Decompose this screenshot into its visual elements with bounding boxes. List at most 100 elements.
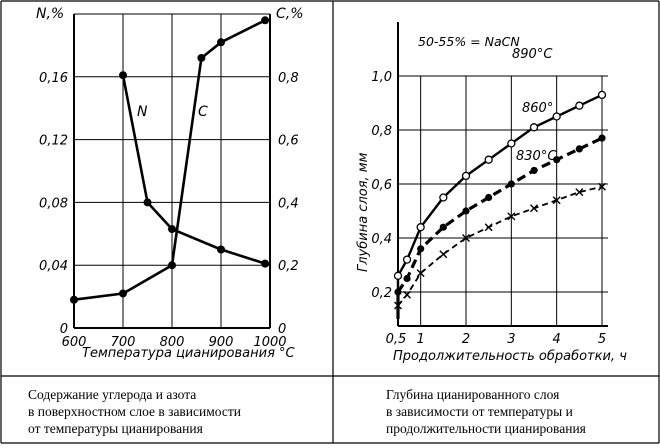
data-point-c: [168, 261, 176, 270]
left-x-tick-labels: 600 700 800 900 1000: [62, 335, 287, 350]
right-y-tick: 0,2: [371, 286, 392, 301]
data-point-830: [552, 196, 561, 205]
data-point-860: [598, 134, 606, 142]
data-point-890: [461, 171, 471, 181]
chart-layer-depth: 0,5 1 2 3 4 5 0,2 0,4 0,6 0,8 1,0 Глубина слоя, м…: [356, 22, 627, 364]
data-point-860: [462, 207, 470, 215]
left-y2-tick: 0,2: [278, 259, 299, 274]
data-point-n: [143, 198, 152, 207]
right-x-tick: 1: [417, 332, 425, 347]
left-x-tick: 1000: [253, 335, 286, 350]
data-point-830: [439, 250, 448, 259]
caption-right: Глубина цианированного слоя в зависимост…: [386, 386, 656, 437]
left-y2-label: C,%: [276, 6, 304, 22]
series-line-c: [73, 19, 266, 301]
caption-right-line: Глубина цианированного слоя: [386, 387, 560, 402]
data-point-830: [575, 188, 584, 197]
right-y-label: Глубина слоя, мм: [356, 152, 371, 272]
data-point-860: [485, 193, 493, 202]
left-y2-tick: 0: [278, 322, 286, 337]
data-point-890: [507, 139, 516, 148]
data-point-830: [403, 290, 412, 299]
data-point-c: [217, 38, 225, 47]
data-point-860: [553, 156, 561, 164]
data-point-890: [552, 112, 561, 121]
data-point-830: [416, 269, 425, 278]
left-y-label: N,%: [36, 6, 64, 22]
data-point-890: [416, 223, 425, 232]
data-point-860: [507, 180, 515, 188]
data-point-890: [393, 271, 403, 280]
left-y2-tick: 0,6: [278, 134, 299, 149]
series-label-890: 890°С: [512, 47, 553, 62]
right-x-tick: 5: [598, 332, 606, 347]
data-point-830: [462, 234, 470, 242]
data-point-830: [507, 212, 516, 221]
data-point-860: [530, 166, 538, 175]
data-point-c: [197, 53, 206, 62]
series-label-n: N: [137, 104, 148, 120]
series-label-c: C: [198, 104, 208, 120]
left-grid: [73, 13, 271, 329]
left-x-tick: 800: [160, 335, 185, 350]
caption-left-line: в поверхностном слое в зависимости: [28, 404, 241, 419]
data-point-n: [261, 259, 270, 268]
caption-left: Содержание углерода и азота в поверхност…: [28, 386, 328, 437]
left-y-tick: 0,08: [39, 196, 68, 211]
left-y-tick-labels: 0 0,04 0,08 0,12 0,16: [39, 71, 68, 337]
right-grid: [398, 75, 608, 326]
data-point-c: [70, 295, 78, 304]
right-y-tick: 0,6: [371, 178, 392, 193]
right-y-tick-labels: 0,2 0,4 0,6 0,8 1,0: [371, 70, 392, 301]
right-x-tick: 3: [507, 332, 515, 347]
data-point-890: [529, 123, 539, 132]
series-label-830: 830°С: [516, 149, 557, 164]
caption-left-line: Содержание углерода и азота: [28, 387, 197, 402]
left-x-tick: 700: [111, 335, 136, 350]
left-x-tick: 600: [62, 335, 87, 350]
data-point-860: [394, 288, 402, 296]
caption-right-line: продолжительности цианирования: [386, 421, 586, 436]
data-point-860: [403, 274, 411, 283]
right-x-tick: 2: [462, 332, 470, 347]
data-point-830: [530, 204, 538, 213]
data-point-n: [119, 71, 127, 80]
right-annotation: 50-55% = NaCN: [418, 34, 520, 49]
data-point-860: [439, 223, 447, 231]
left-y-tick: 0,12: [39, 134, 68, 149]
data-point-n: [217, 245, 225, 254]
data-point-c: [119, 289, 127, 298]
data-point-890: [402, 255, 412, 264]
right-series: [393, 90, 607, 319]
left-x-tick: 900: [209, 335, 234, 350]
data-point-890: [575, 101, 584, 110]
left-y-tick: 0,16: [39, 71, 68, 86]
caption-right-line: в зависимости от температуры и: [386, 404, 573, 419]
right-y-tick: 0,4: [371, 232, 392, 247]
right-y-tick: 0,8: [371, 124, 392, 139]
left-y2-tick: 0,8: [278, 71, 299, 86]
left-y2-tick-labels: 0 0,2 0,4 0,6 0,8: [278, 71, 299, 337]
series-label-860: 860°: [522, 101, 553, 116]
series-line-0: [396, 93, 603, 277]
chart-carbon-nitrogen: 600 700 800 900 1000 00,040,080,120,16 00,20…: [36, 6, 304, 361]
data-point-830: [484, 223, 493, 232]
data-point-890: [439, 193, 448, 202]
series-line-2: [397, 185, 603, 307]
data-point-c: [261, 16, 270, 25]
data-point-860: [417, 245, 425, 253]
data-point-830: [598, 182, 606, 191]
right-x-tick-labels: 0,5 1 2 3 4 5: [386, 332, 606, 347]
data-point-890: [597, 90, 607, 100]
right-y-tick: 1,0: [371, 70, 392, 85]
right-x-tick: 4: [553, 332, 561, 347]
data-point-890: [484, 155, 493, 164]
data-point-n: [168, 225, 176, 234]
right-x-label: Продолжительность обработки, ч: [393, 349, 627, 364]
left-x-label: Температура цианирования °С: [82, 346, 296, 361]
left-series: [70, 16, 270, 304]
left-y-tick: 0,04: [39, 259, 68, 274]
